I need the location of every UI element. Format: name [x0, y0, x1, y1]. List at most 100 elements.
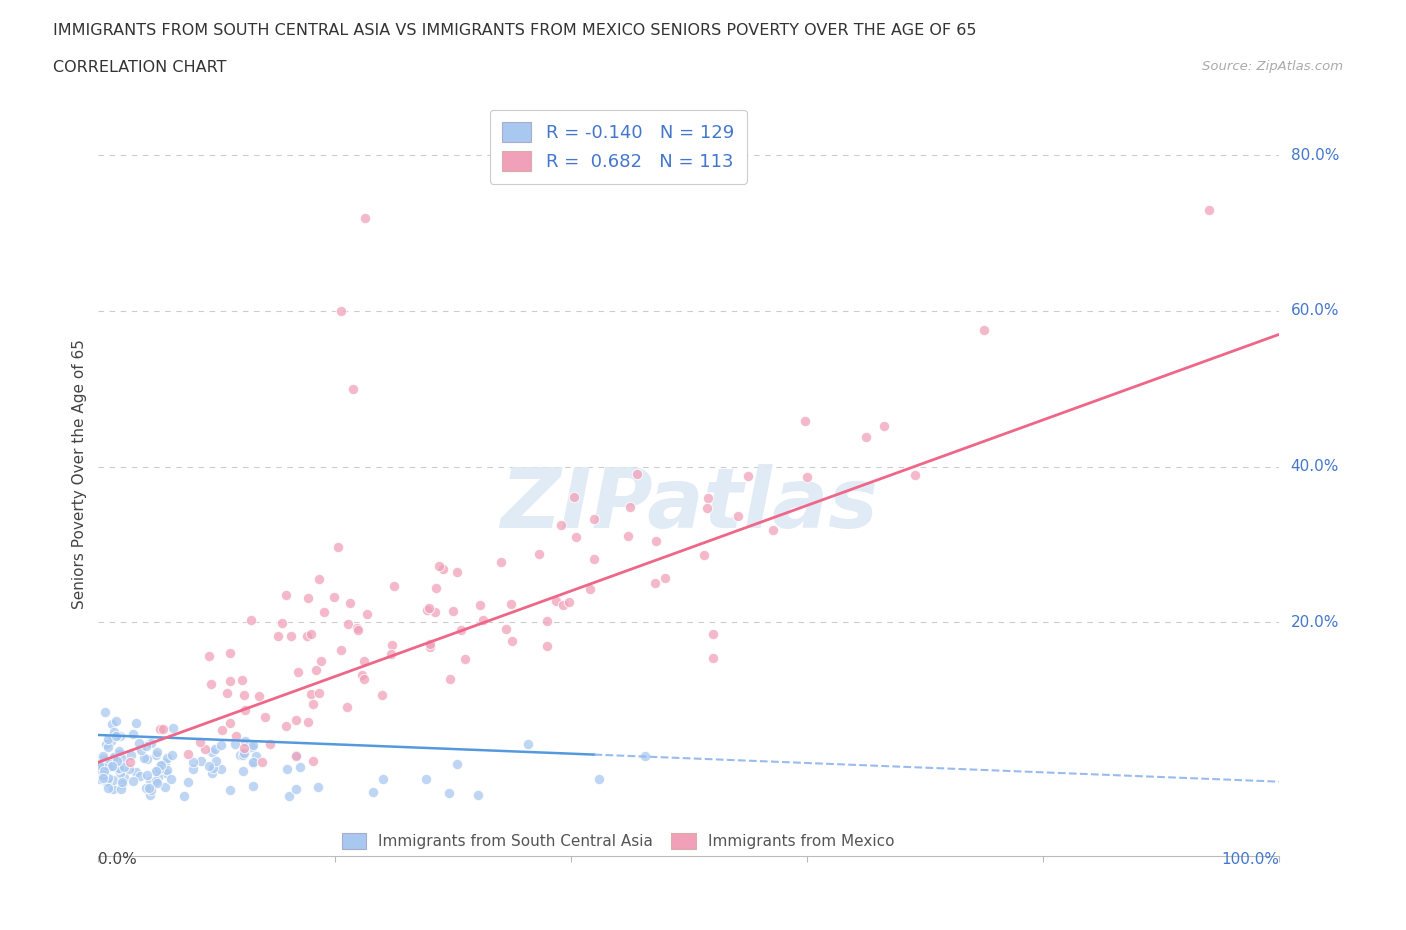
Point [536, 613, 558, 628]
Point [181, 754, 204, 769]
Point [93, 749, 115, 764]
Point [527, 546, 550, 561]
Point [308, 685, 330, 700]
Legend: Immigrants from South Central Asia, Immigrants from Mexico: Immigrants from South Central Asia, Immi… [336, 827, 901, 856]
Point [225, 729, 247, 744]
Point [91, 760, 114, 775]
Point [242, 756, 264, 771]
Point [177, 746, 200, 761]
Point [139, 788, 162, 803]
Text: ZIPatlas: ZIPatlas [501, 464, 877, 545]
Point [200, 745, 222, 760]
Point [501, 634, 523, 649]
Point [551, 598, 574, 613]
Point [104, 713, 127, 728]
Point [429, 558, 451, 573]
Point [441, 604, 464, 618]
Text: 60.0%: 60.0% [1291, 303, 1339, 318]
Point [155, 779, 177, 794]
Point [103, 750, 125, 764]
Point [146, 744, 169, 759]
Point [232, 746, 254, 761]
Point [122, 727, 145, 742]
Point [233, 703, 256, 718]
Point [181, 762, 204, 777]
Point [97, 770, 120, 785]
Point [111, 777, 134, 791]
Point [297, 591, 319, 605]
Point [299, 686, 322, 701]
Point [155, 766, 177, 781]
Point [101, 759, 124, 774]
Point [697, 491, 720, 506]
Point [432, 562, 454, 577]
Point [177, 775, 200, 790]
Point [121, 774, 143, 789]
Point [209, 761, 232, 776]
Point [307, 779, 329, 794]
Point [96, 762, 118, 777]
Point [347, 622, 370, 637]
Point [439, 672, 461, 687]
Point [353, 654, 375, 669]
Point [87, 757, 110, 772]
Point [129, 769, 152, 784]
Point [125, 765, 148, 780]
Text: IMMIGRANTS FROM SOUTH CENTRAL ASIA VS IMMIGRANTS FROM MEXICO SENIORS POVERTY OVE: IMMIGRANTS FROM SOUTH CENTRAL ASIA VS IM… [53, 23, 977, 38]
Point [104, 728, 127, 743]
Point [550, 517, 572, 532]
Point [308, 572, 330, 587]
Point [467, 788, 489, 803]
Point [578, 582, 600, 597]
Point [702, 651, 724, 666]
Point [267, 628, 290, 643]
Point [285, 747, 308, 762]
Text: 100.0%: 100.0% [1222, 852, 1279, 867]
Text: 20.0%: 20.0% [1291, 615, 1339, 630]
Point [562, 489, 585, 504]
Point [342, 381, 364, 396]
Point [159, 772, 181, 787]
Point [546, 594, 568, 609]
Text: 0.0%: 0.0% [98, 852, 138, 867]
Point [146, 776, 169, 790]
Point [91, 767, 114, 782]
Point [312, 604, 335, 619]
Point [231, 673, 253, 688]
Point [626, 467, 648, 482]
Point [536, 638, 558, 653]
Point [202, 760, 225, 775]
Point [329, 303, 352, 318]
Point [112, 769, 135, 784]
Point [762, 523, 785, 538]
Point [446, 565, 468, 579]
Point [91, 770, 114, 785]
Text: Source: ZipAtlas.com: Source: ZipAtlas.com [1202, 60, 1343, 73]
Point [108, 760, 131, 775]
Point [156, 751, 179, 765]
Point [353, 671, 375, 686]
Point [145, 773, 167, 788]
Point [693, 548, 716, 563]
Point [232, 748, 254, 763]
Point [160, 748, 183, 763]
Point [139, 773, 162, 788]
Point [107, 762, 129, 777]
Point [101, 759, 124, 774]
Point [198, 759, 221, 774]
Point [96, 740, 118, 755]
Point [232, 764, 254, 779]
Point [346, 620, 368, 635]
Point [446, 757, 468, 772]
Point [278, 788, 301, 803]
Point [336, 699, 359, 714]
Point [737, 469, 759, 484]
Text: CORRELATION CHART: CORRELATION CHART [53, 60, 226, 75]
Point [219, 782, 242, 797]
Point [425, 580, 447, 595]
Point [97, 780, 120, 795]
Point [87, 757, 110, 772]
Point [373, 772, 395, 787]
Point [418, 601, 440, 616]
Point [156, 763, 179, 777]
